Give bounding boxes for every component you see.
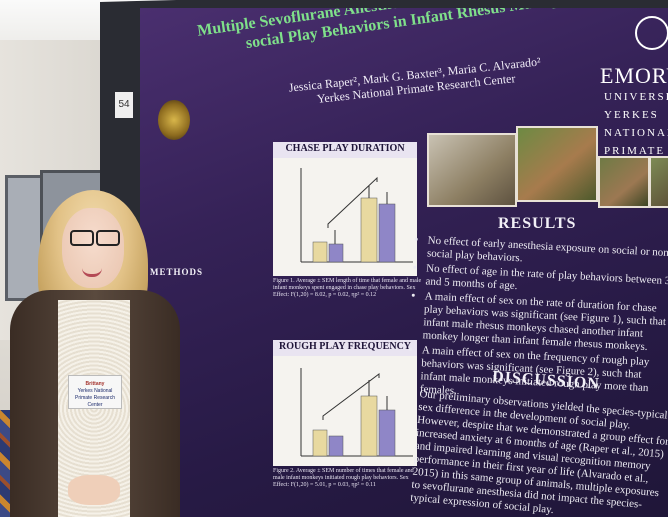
monkey-photo bbox=[427, 133, 517, 207]
monkey-photo bbox=[649, 156, 668, 208]
emory-shield-icon bbox=[635, 16, 668, 50]
bar-female-control bbox=[328, 435, 344, 457]
bar-female-anesthesia bbox=[312, 241, 328, 263]
bar-female-control bbox=[328, 243, 344, 263]
logo-line: YERKES bbox=[604, 109, 659, 121]
name-badge: Brittany Yerkes National Primate Researc… bbox=[68, 375, 122, 409]
logo-line: PRIMATE bbox=[604, 145, 666, 157]
bar-male-control bbox=[378, 409, 396, 457]
rough-chart-svg bbox=[300, 368, 413, 457]
university-seal-icon bbox=[158, 100, 190, 140]
significance-bracket bbox=[327, 176, 378, 228]
bar-female-anesthesia bbox=[312, 429, 328, 457]
chase-chart-svg bbox=[300, 168, 413, 263]
bar-male-control bbox=[378, 203, 396, 263]
board-number-tag: 54 bbox=[115, 92, 133, 118]
badge-org: Yerkes National Primate Research Center bbox=[74, 388, 115, 408]
badge-name: Brittany bbox=[85, 381, 105, 387]
emory-logo: EMORY UNIVERSITY YERKES NATIONAL PRIMATE bbox=[600, 8, 668, 168]
bar-male-anesthesia bbox=[360, 395, 378, 457]
presenter: Brittany Yerkes National Primate Researc… bbox=[0, 190, 190, 517]
chart-caption: Figure 1. Average ± SEM length of time t… bbox=[273, 278, 422, 298]
glasses-icon bbox=[70, 230, 120, 246]
methods-heading: METHODS bbox=[150, 267, 204, 277]
smile bbox=[82, 268, 102, 277]
chase-play-chart bbox=[273, 158, 417, 276]
left-column-text: METHODS bbox=[150, 158, 265, 277]
significance-bracket bbox=[322, 373, 380, 420]
bar-male-anesthesia bbox=[360, 197, 378, 263]
hands bbox=[68, 475, 120, 505]
monkey-photo bbox=[516, 126, 598, 202]
logo-line: NATIONAL bbox=[604, 127, 668, 139]
logo-subtitle: UNIVERSITY YERKES NATIONAL PRIMATE bbox=[604, 88, 668, 160]
chart-caption: Figure 2. Average ± SEM number of times … bbox=[273, 468, 414, 488]
logo-emory-text: EMORY bbox=[600, 63, 668, 88]
research-poster: Multiple Sevoflurane Anesthetic Exposure… bbox=[140, 8, 668, 517]
poster-authors: Jessica Raper², Mark G. Baxter³, Maria C… bbox=[220, 47, 611, 116]
discussion-text: Our preliminary observations yielded the… bbox=[409, 388, 668, 517]
rough-play-chart bbox=[273, 356, 417, 466]
monkey-photo bbox=[598, 156, 650, 208]
results-heading: RESULTS bbox=[498, 215, 577, 232]
logo-line: UNIVERSITY bbox=[604, 91, 668, 103]
